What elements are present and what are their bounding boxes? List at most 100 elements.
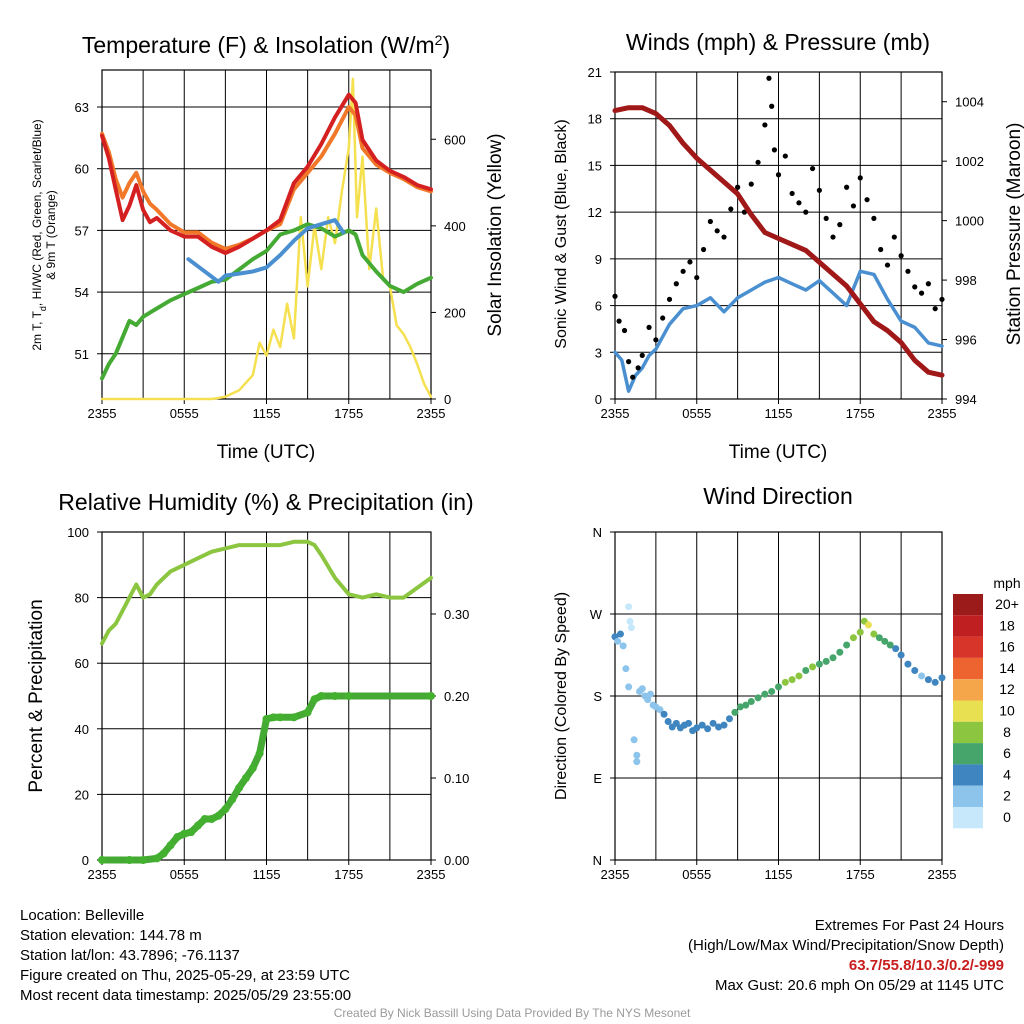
gust-point [912, 284, 918, 290]
precipitation-point [276, 713, 285, 722]
temperature-right-axis-label: Solar Insolation (Yellow) [485, 133, 506, 336]
precipitation-point [125, 856, 134, 864]
colorbar-label: 16 [999, 639, 1015, 655]
gust-point [884, 262, 891, 268]
temperature-x-tick: 0555 [170, 406, 199, 421]
direction-point [742, 701, 750, 709]
direction-point [849, 634, 857, 642]
direction-point [761, 690, 769, 698]
gust-point [878, 246, 884, 253]
precipitation-point [214, 811, 223, 820]
winds-y-tick: 15 [588, 158, 602, 173]
credit-line: Created By Nick Bassill Using Data Provi… [333, 1006, 691, 1020]
winds-x-tick: 0555 [682, 406, 711, 421]
temperature-y2-tick: 200 [444, 305, 466, 320]
direction-y-tick: S [593, 689, 602, 704]
direction-y-tick: N [593, 525, 602, 540]
gust-point [925, 281, 931, 287]
relative-humidity-line [100, 539, 433, 646]
direction-point [802, 666, 810, 674]
direction-panel: Wind Direction 2355 0555 1155 1755 2355NESWN… [553, 483, 1021, 882]
gust-point [932, 306, 938, 312]
station-info: Location: Belleville Station elevation: … [20, 906, 351, 1006]
direction-point [822, 657, 830, 665]
direction-point [704, 725, 712, 733]
colorbar-swatch [953, 594, 983, 616]
direction-point [843, 641, 851, 649]
direction-point [918, 672, 926, 680]
gust-point [762, 122, 768, 128]
direction-point [720, 721, 728, 729]
precipitation-point [255, 749, 264, 758]
temperature-x-axis-label: Time (UTC) [217, 442, 316, 463]
colorbar-swatch [953, 807, 983, 829]
direction-point [892, 645, 900, 653]
precipitation-point [221, 805, 230, 814]
gust-point [626, 359, 632, 365]
direction-point [619, 642, 627, 650]
winds-y-tick: 0 [595, 392, 602, 407]
precipitation-point [187, 828, 196, 837]
gust-point [741, 209, 748, 215]
gust-point [630, 374, 636, 380]
gust-point [755, 159, 761, 165]
winds-y-tick: 18 [588, 112, 602, 127]
gust-point [616, 318, 622, 324]
precipitation-point [262, 714, 271, 723]
colorbar-label: 2 [1003, 788, 1011, 804]
gust-point [673, 281, 679, 287]
direction-point [660, 710, 668, 718]
gust-point [830, 234, 836, 240]
direction-left-axis-label: Direction (Colored By Speed) [553, 592, 570, 800]
humidity-x-tick: 0555 [170, 867, 199, 882]
precipitation-point [241, 774, 250, 782]
direction-point [881, 637, 889, 645]
direction-point [614, 637, 622, 645]
sonic-wind-line [613, 269, 944, 393]
precipitation-point [180, 829, 189, 838]
winds-x-tick: 1155 [765, 406, 793, 421]
direction-point [864, 621, 872, 629]
direction-point [725, 715, 733, 723]
humidity-y-tick: 0 [82, 853, 89, 868]
humidity-panel: Relative Humidity (%) & Precipitation (i… [26, 489, 474, 882]
direction-point [809, 663, 817, 671]
gust-point [766, 75, 772, 81]
temperature-x-tick: 1155 [253, 406, 281, 421]
direction-point [897, 651, 905, 659]
gust-point [850, 203, 857, 209]
precipitation-point [289, 713, 298, 722]
humidity-y2-tick: 0.20 [444, 689, 469, 704]
direction-point [625, 683, 633, 691]
gust-point [905, 268, 911, 274]
direction-point [754, 694, 762, 702]
winds-y2-tick: 998 [955, 273, 977, 288]
humidity-y-tick: 100 [67, 525, 89, 540]
direction-point [638, 685, 646, 693]
gust-point [871, 215, 877, 221]
temperature-left-axis-label: 2m T, Td, HI/WC (Red, Green, Scarlet/Blu… [30, 119, 48, 350]
gust-point [857, 175, 863, 181]
temperature-series-td [100, 222, 433, 381]
direction-point [875, 634, 883, 642]
direction-point [924, 676, 932, 684]
precipitation-point [344, 692, 353, 700]
gust-point [789, 190, 795, 197]
direction-x-tick: 2355 [928, 867, 957, 882]
direction-point [646, 690, 654, 698]
precipitation-point [303, 708, 312, 717]
station-latlon: Station lat/lon: 43.7896; -76.1137 [20, 947, 240, 964]
winds-y-tick: 9 [595, 252, 602, 267]
direction-point [685, 719, 693, 727]
humidity-y-tick: 60 [75, 656, 89, 671]
precipitation-point [269, 713, 278, 722]
direction-x-tick: 1755 [846, 867, 875, 882]
precipitation-point [193, 821, 202, 830]
temperature-y-tick: 54 [75, 285, 89, 300]
direction-point [781, 678, 789, 686]
gust-point [816, 187, 822, 193]
colorbar-swatch [953, 636, 983, 658]
humidity-x-tick: 2355 [88, 867, 117, 882]
gust-point [680, 268, 686, 274]
colorbar-label: 14 [999, 660, 1015, 676]
